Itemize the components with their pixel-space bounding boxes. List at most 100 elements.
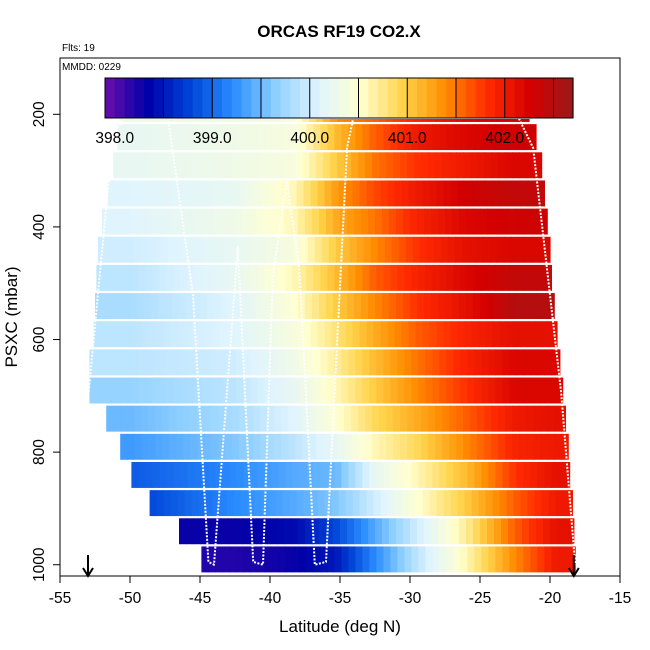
heatmap-cell: [397, 349, 405, 376]
heatmap-cell: [211, 405, 219, 432]
heatmap-cell: [425, 264, 433, 291]
heatmap-cell: [495, 349, 503, 376]
heatmap-cell: [285, 461, 293, 488]
heatmap-cell: [163, 490, 172, 517]
heatmap-cell: [123, 293, 131, 320]
heatmap-cell: [310, 321, 319, 348]
heatmap-cell: [148, 152, 156, 179]
heatmap-cell: [457, 321, 466, 348]
heatmap-cell: [208, 264, 216, 291]
heatmap-cell: [512, 433, 520, 460]
heatmap-cell: [187, 461, 195, 488]
heatmap-cell: [270, 293, 278, 320]
heatmap-cell: [312, 293, 320, 320]
heatmap-cell: [131, 264, 139, 291]
heatmap-cell: [354, 208, 362, 235]
heatmap-cell: [124, 377, 132, 404]
heatmap-cell: [495, 546, 503, 573]
heatmap-cell: [194, 124, 202, 151]
heatmap-cell: [408, 180, 417, 207]
heatmap-cell: [340, 518, 348, 545]
heatmap-cell: [159, 377, 167, 404]
heatmap-cell: [467, 461, 475, 488]
heatmap-cell: [380, 321, 389, 348]
heatmap-cell: [474, 264, 482, 291]
heatmap-cell: [317, 180, 326, 207]
heatmap-cell: [404, 461, 412, 488]
heatmap-cell: [376, 124, 384, 151]
heatmap-cell: [257, 349, 265, 376]
colorbar-tick-label: 399.0: [193, 130, 232, 147]
heatmap-cell: [205, 180, 214, 207]
heatmap-cell: [509, 461, 517, 488]
heatmap-cell: [141, 433, 149, 460]
heatmap-cell: [172, 293, 180, 320]
heatmap-cell: [131, 377, 139, 404]
heatmap-cell: [506, 490, 515, 517]
heatmap-cell: [501, 293, 509, 320]
heatmap-cell: [194, 461, 202, 488]
heatmap-cell: [526, 152, 534, 179]
heatmap-cell: [130, 293, 138, 320]
heatmap-cell: [209, 236, 218, 263]
heatmap-cell: [281, 405, 289, 432]
heatmap-cell: [242, 208, 250, 235]
heatmap-cell: [529, 518, 537, 545]
heatmap-cell: [365, 152, 373, 179]
heatmap-cell: [397, 264, 405, 291]
heatmap-cell: [540, 433, 548, 460]
heatmap-cell: [419, 236, 428, 263]
heatmap-cell: [359, 180, 368, 207]
heatmap-cell: [348, 124, 356, 151]
heatmap-cell: [390, 124, 398, 151]
heatmap-cell: [421, 433, 429, 460]
heatmap-cell: [221, 518, 229, 545]
heatmap-cell: [404, 546, 412, 573]
heatmap-cell: [499, 321, 508, 348]
heatmap-cell: [152, 377, 160, 404]
heatmap-cell: [151, 293, 159, 320]
heatmap-cell: [110, 264, 118, 291]
heatmap-cell: [389, 208, 397, 235]
heatmap-cell: [254, 490, 263, 517]
heatmap-cell: [131, 124, 139, 151]
heatmap-cell: [354, 518, 362, 545]
heatmap-cell: [96, 264, 104, 291]
heatmap-cell: [484, 433, 492, 460]
heatmap-cell: [156, 321, 165, 348]
heatmap-cell: [369, 349, 377, 376]
heatmap-cell: [481, 546, 489, 573]
heatmap-cell: [450, 490, 459, 517]
heatmap-cell: [155, 405, 163, 432]
heatmap-cell: [544, 264, 552, 291]
colorbar-swatch: [485, 78, 496, 118]
heatmap-cell: [555, 321, 558, 348]
heatmap-cell: [221, 208, 229, 235]
heatmap-cell: [344, 433, 352, 460]
heatmap-cell: [284, 208, 292, 235]
heatmap-cell: [536, 293, 544, 320]
heatmap-cell: [219, 321, 228, 348]
heatmap-cell: [169, 433, 177, 460]
heatmap-cell: [359, 490, 368, 517]
heatmap-cell: [229, 124, 237, 151]
heatmap-cell: [391, 236, 400, 263]
heatmap-cell: [282, 321, 291, 348]
heatmap-cell: [382, 208, 390, 235]
heatmap-cell: [453, 377, 461, 404]
heatmap-cell: [223, 236, 232, 263]
heatmap-cell: [506, 180, 515, 207]
heatmap-cell: [405, 236, 414, 263]
heatmap-cell: [502, 546, 510, 573]
heatmap-cell: [268, 180, 277, 207]
heatmap-cell: [254, 180, 263, 207]
heatmap-cell: [187, 377, 195, 404]
heatmap-cell: [491, 152, 499, 179]
heatmap-cell: [431, 293, 439, 320]
heatmap-cell: [449, 405, 457, 432]
heatmap-cell: [159, 124, 167, 151]
heatmap-cell: [481, 264, 489, 291]
heatmap-cell: [142, 180, 151, 207]
heatmap-cell: [530, 461, 538, 488]
heatmap-cell: [249, 518, 257, 545]
